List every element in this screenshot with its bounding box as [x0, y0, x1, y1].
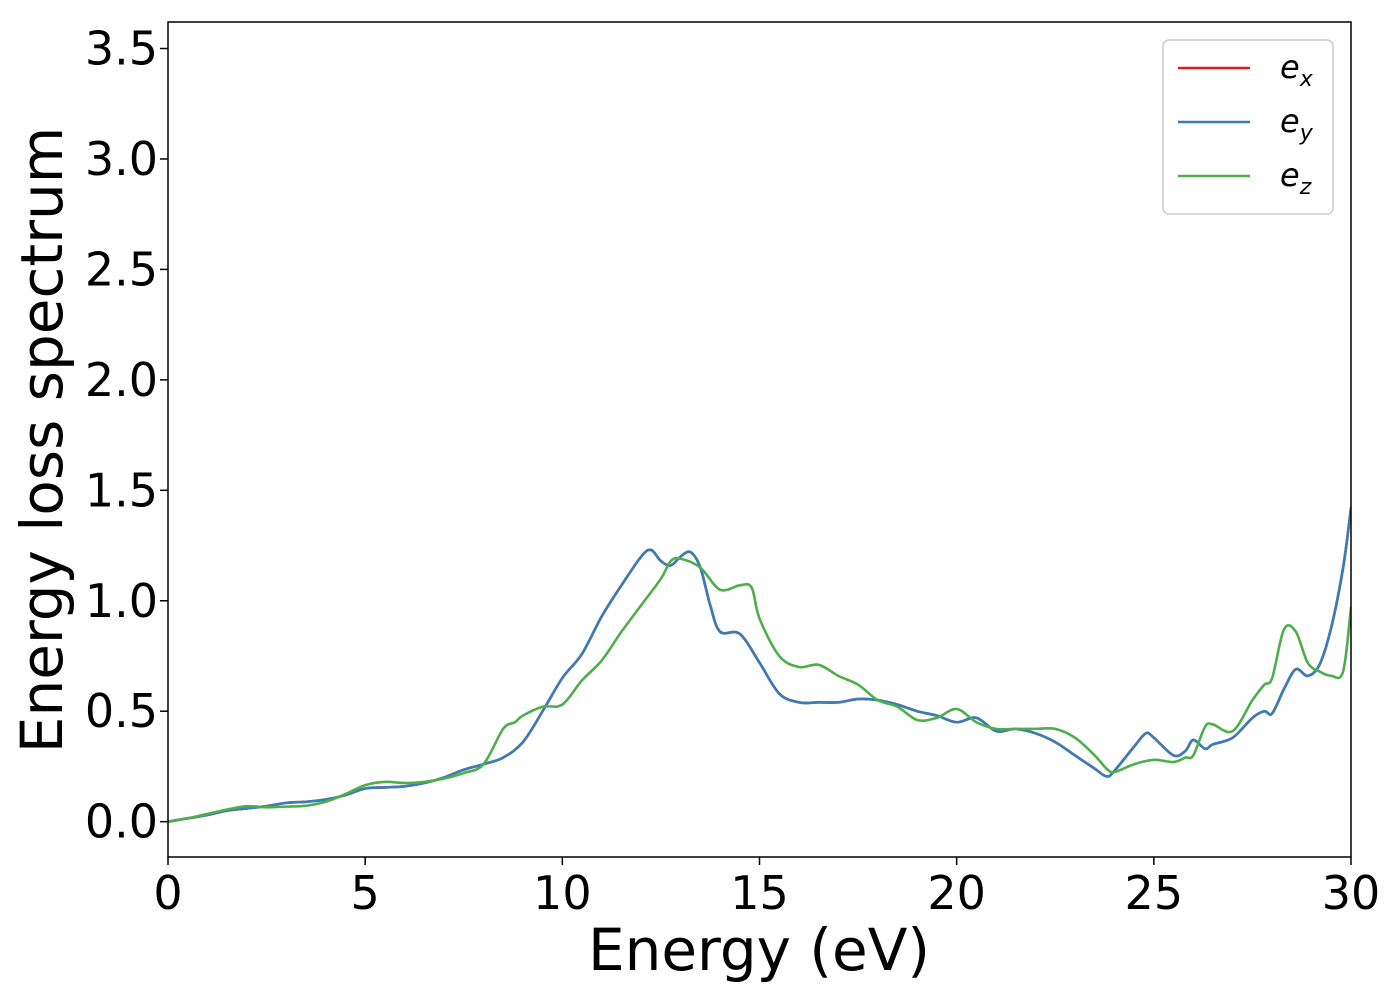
- legend-label-ey: ey: [1280, 102, 1314, 146]
- legend-label-ez: ez: [1280, 156, 1312, 200]
- y-tick-label: 2.5: [85, 242, 158, 296]
- x-tick-label: 30: [1322, 866, 1381, 920]
- series-layer: [168, 506, 1351, 823]
- y-axis: 0.0 0.5 1.0 1.5 2.0 2.5 3.0 3.5: [85, 22, 168, 849]
- y-tick-label: 3.0: [85, 132, 158, 186]
- x-tick-label: 5: [351, 866, 380, 920]
- series-line-ez: [168, 556, 1351, 823]
- x-tick-label: 25: [1125, 866, 1184, 920]
- y-axis-title: Energy loss spectrum: [8, 127, 76, 753]
- x-axis: 0 5 10 15 20 25 30: [153, 857, 1380, 920]
- legend-box: [1162, 39, 1334, 215]
- legend-label-ex: ex: [1280, 48, 1314, 92]
- y-tick-label: 0.5: [85, 684, 158, 738]
- x-axis-title: Energy (eV): [588, 916, 930, 984]
- x-tick-label: 20: [927, 866, 986, 920]
- y-tick-label: 3.5: [85, 22, 158, 76]
- y-tick-label: 2.0: [85, 353, 158, 407]
- y-tick-label: 0.0: [85, 795, 158, 849]
- x-tick-label: 10: [533, 866, 592, 920]
- x-tick-label: 15: [730, 866, 789, 920]
- x-tick-label: 0: [153, 866, 182, 920]
- legend: ex ey ez: [1162, 39, 1334, 215]
- y-tick-label: 1.0: [85, 574, 158, 628]
- series-line-ey: [168, 506, 1351, 823]
- y-tick-label: 1.5: [85, 463, 158, 517]
